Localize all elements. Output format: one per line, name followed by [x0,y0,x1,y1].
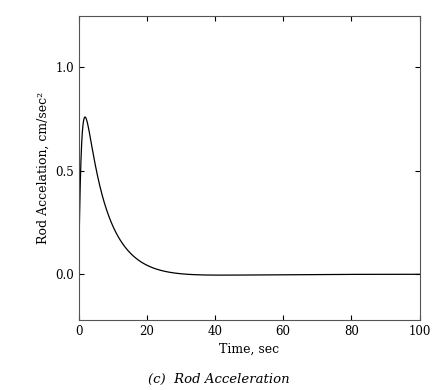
X-axis label: Time, sec: Time, sec [219,343,279,356]
Text: (c)  Rod Acceleration: (c) Rod Acceleration [148,373,289,386]
Y-axis label: Rod Accelation, cm/sec²: Rod Accelation, cm/sec² [37,92,49,244]
